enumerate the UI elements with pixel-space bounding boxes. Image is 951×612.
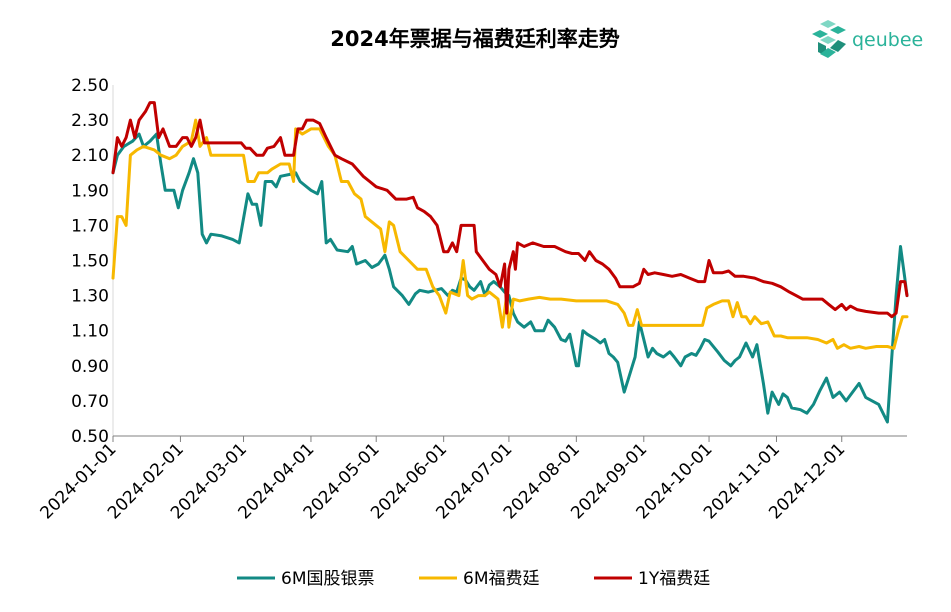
y-tick-label: 1.10 — [71, 322, 109, 342]
y-tick-label: 0.90 — [71, 357, 109, 377]
qeubee-logo: qeubee — [812, 20, 923, 58]
y-tick-labels: 2.50 2.30 2.10 1.90 1.70 1.50 1.30 1.10 0.90 0.70… — [71, 76, 109, 447]
y-tick-label: 1.90 — [71, 181, 109, 201]
series-line-3 — [111, 101, 909, 319]
legend-label-2: 6M福费廷 — [463, 569, 539, 589]
series-lines — [111, 101, 909, 424]
y-tick-label: 0.50 — [71, 427, 109, 447]
series-line-1 — [111, 132, 909, 424]
legend: 6M国股银票 6M福费廷 1Y福费廷 — [237, 569, 710, 589]
logo-text: qeubee — [852, 29, 923, 51]
qeubee-cube-icon — [812, 20, 846, 58]
y-tick-label: 0.70 — [71, 392, 109, 412]
y-tick-label: 2.30 — [71, 111, 109, 131]
y-tick-label: 1.30 — [71, 287, 109, 307]
y-tick-label: 2.50 — [71, 76, 109, 96]
series-line-2 — [111, 118, 909, 350]
legend-label-1: 6M国股银票 — [281, 569, 374, 589]
x-tick-labels: 2024-01-012024-02-012024-03-012024-04-01… — [37, 436, 849, 523]
legend-label-3: 1Y福费廷 — [638, 569, 710, 589]
chart-title: 2024年票据与福费廷利率走势 — [330, 27, 619, 51]
y-tick-label: 1.70 — [71, 216, 109, 236]
y-tick-label: 1.50 — [71, 252, 109, 272]
y-tick-label: 2.10 — [71, 146, 109, 166]
